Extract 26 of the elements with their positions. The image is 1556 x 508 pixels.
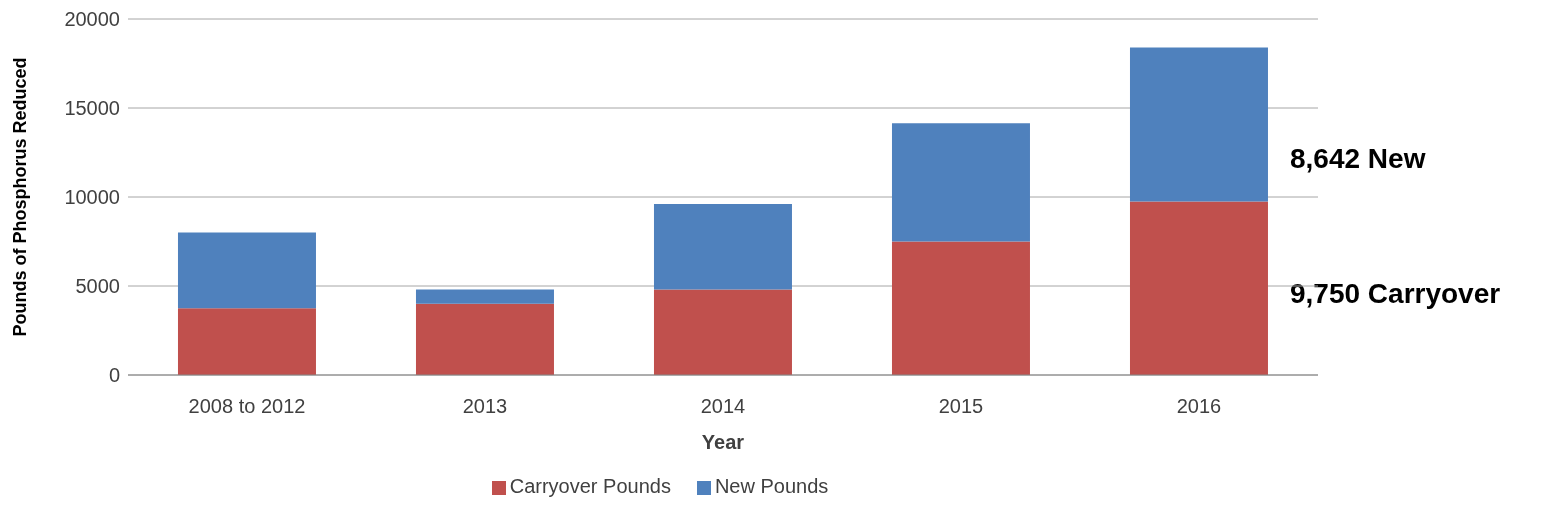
x-axis-title: Year xyxy=(701,431,745,454)
x-tick-label: 2008 to 2012 xyxy=(188,395,306,418)
x-tick-label: 2013 xyxy=(462,395,508,418)
y-tick-label: 5000 xyxy=(75,275,120,298)
legend-label: New Pounds xyxy=(714,475,829,497)
x-tick-label: 2014 xyxy=(700,395,746,418)
y-axis-title: Pounds of Phosphorus Reduced xyxy=(10,57,31,337)
bar xyxy=(177,232,316,309)
bar xyxy=(415,289,554,304)
x-tick-label: 2016 xyxy=(1176,395,1222,418)
y-tick-label: 10000 xyxy=(64,186,120,209)
bar xyxy=(177,308,316,375)
bar xyxy=(891,123,1030,242)
bar xyxy=(415,303,554,375)
annotation: 9,750 Carryover xyxy=(1290,278,1501,310)
y-tick-label: 20000 xyxy=(64,8,120,31)
bar xyxy=(653,204,792,290)
y-tick-label: 15000 xyxy=(64,97,120,120)
annotation: 8,642 New xyxy=(1290,143,1426,175)
bar xyxy=(1129,47,1268,202)
x-tick-label: 2015 xyxy=(938,395,984,418)
bar xyxy=(1129,201,1268,375)
bar xyxy=(891,241,1030,375)
legend-label: Carryover Pounds xyxy=(509,475,671,497)
y-tick-label: 0 xyxy=(108,364,120,387)
bar xyxy=(653,289,792,375)
